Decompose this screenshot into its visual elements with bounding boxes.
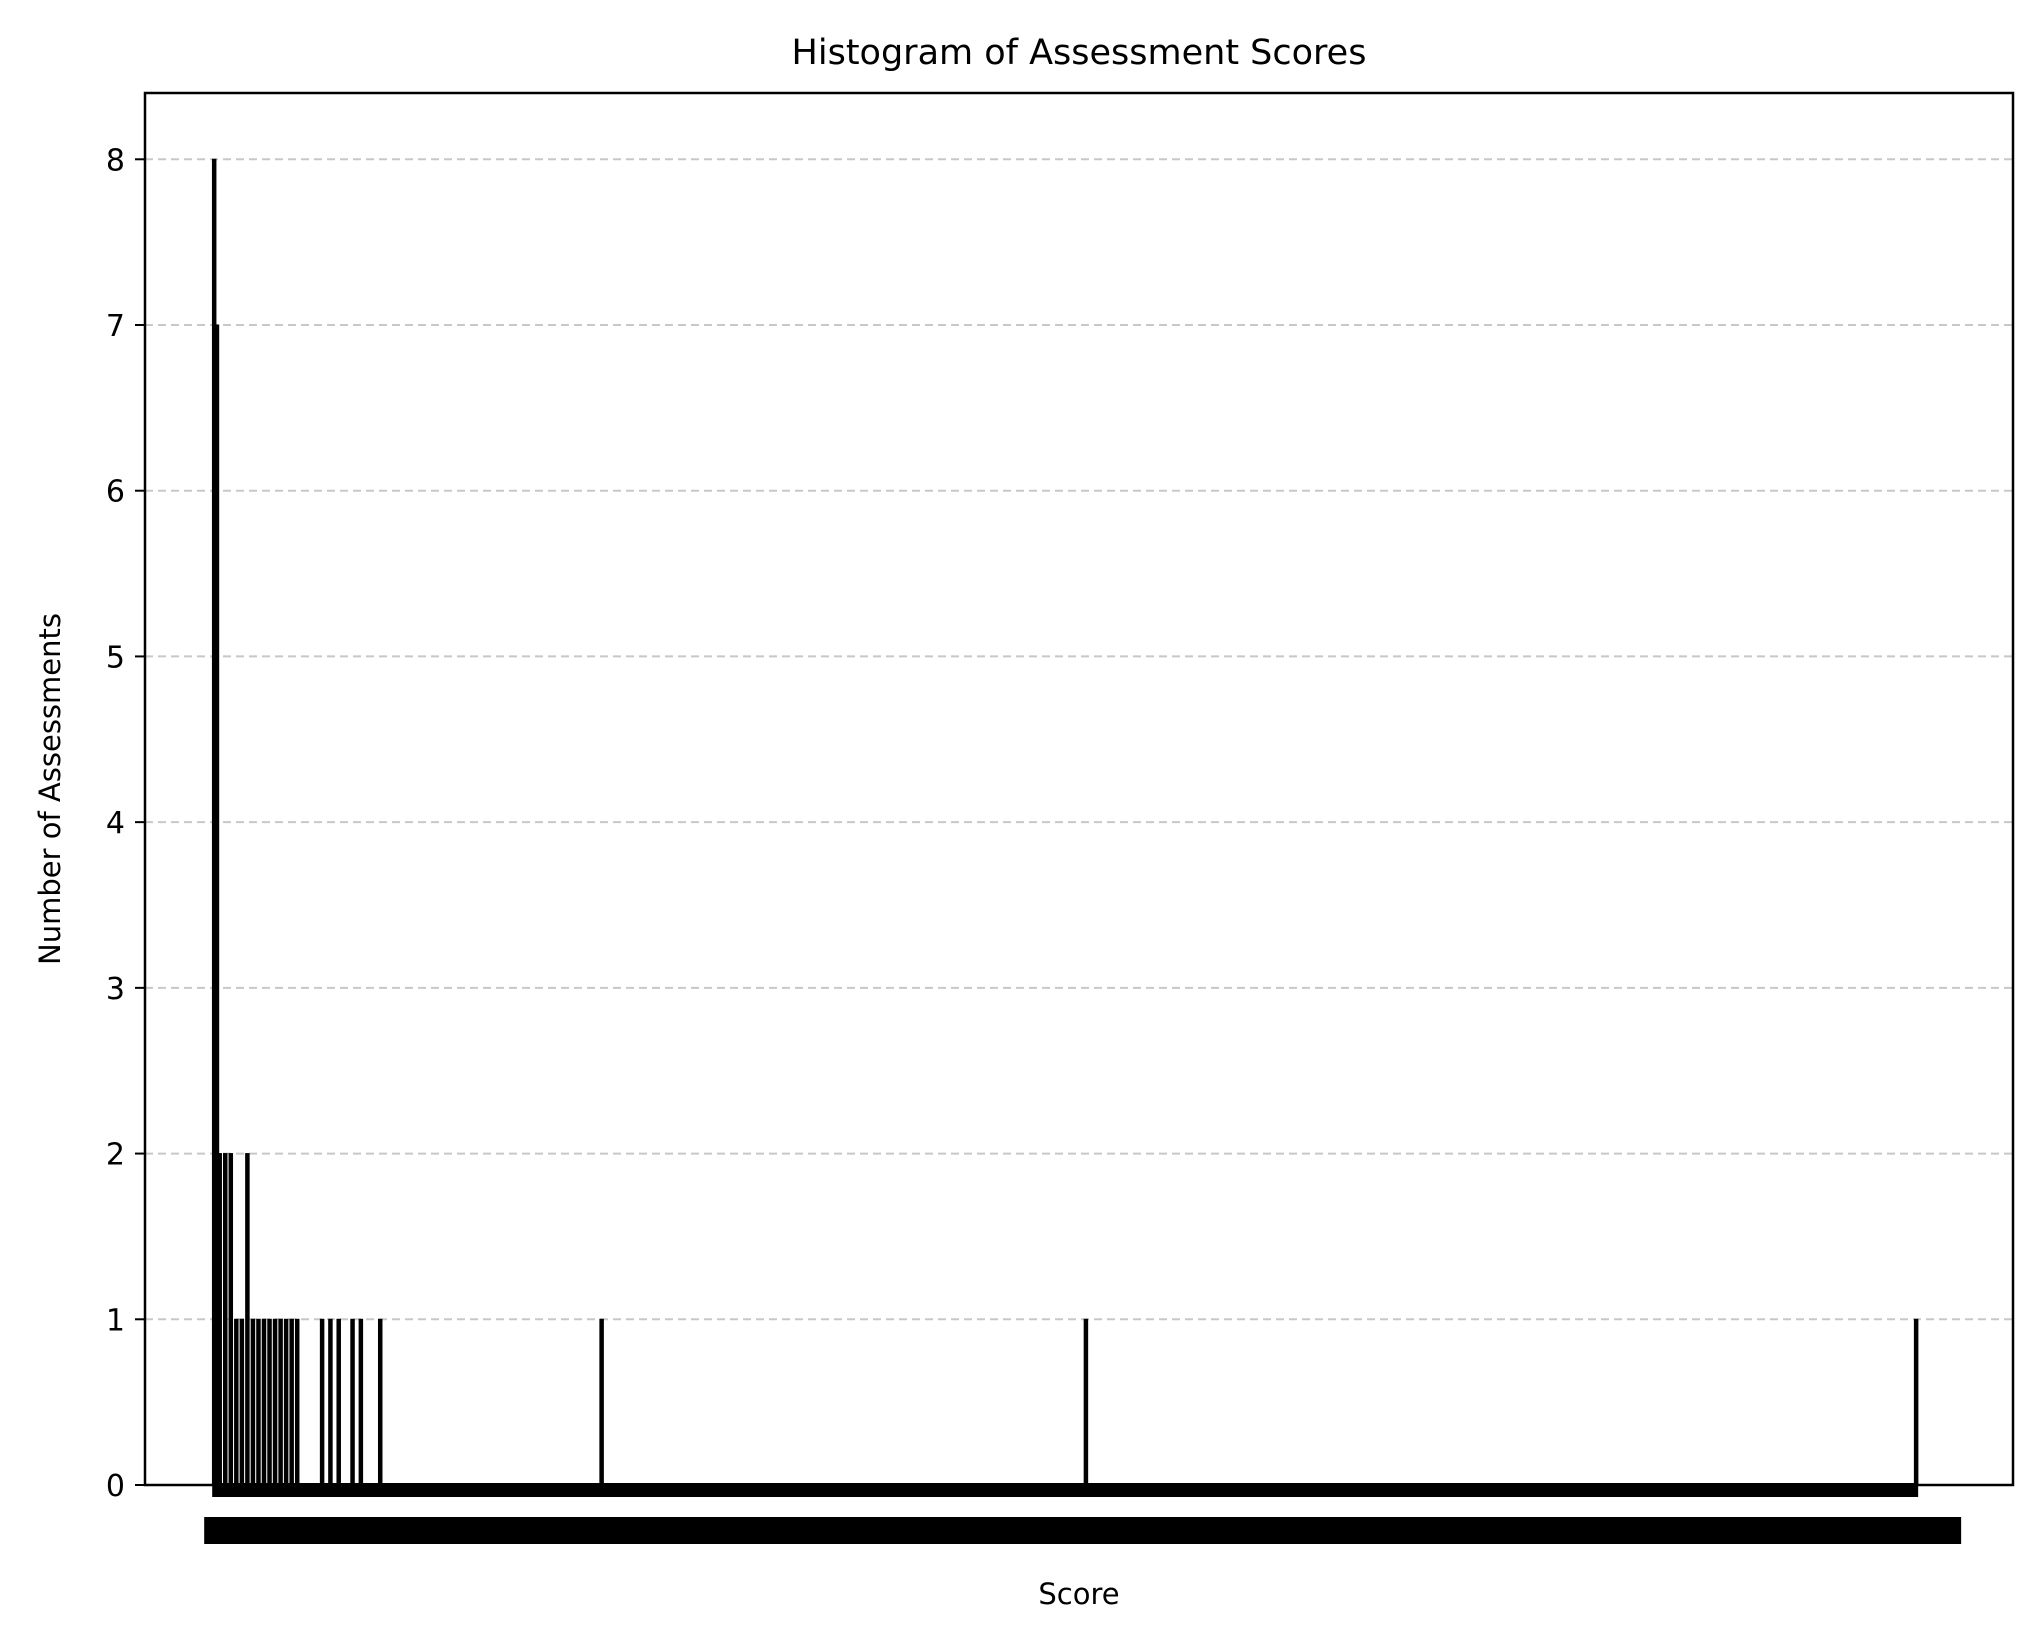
histogram-bar [319, 1318, 325, 1486]
histogram-bar [267, 1318, 272, 1486]
y-tick-label: 3 [106, 972, 125, 1007]
histogram-bar [328, 1318, 333, 1486]
plot-frame [143, 91, 2015, 1487]
y-tick-label: 0 [106, 1469, 125, 1504]
y-tick-label: 4 [106, 806, 125, 841]
y-tick-label: 7 [106, 309, 125, 344]
histogram-bar [1913, 1318, 1919, 1486]
histogram-bar [256, 1318, 261, 1486]
histogram-bar [377, 1318, 383, 1486]
histogram-bar [272, 1318, 278, 1486]
x-axis-label: Score [1038, 1577, 1119, 1611]
histogram-bar [283, 1318, 289, 1486]
histogram-bar [599, 1318, 604, 1486]
histogram-bar [358, 1318, 364, 1486]
histogram-bar [1083, 1318, 1089, 1486]
bar-layer [211, 158, 1919, 1497]
histogram-bar [289, 1318, 294, 1486]
y-tick-label: 1 [106, 1303, 125, 1338]
histogram-bar [223, 1153, 228, 1486]
histogram-bar [336, 1318, 341, 1486]
y-tick-label: 2 [106, 1138, 125, 1173]
histogram-bar [350, 1318, 355, 1486]
chart-title: Histogram of Assessment Scores [792, 33, 1367, 73]
histogram-bar [239, 1318, 245, 1486]
zero-bin-edge-band [212, 1483, 1919, 1497]
y-tick-label: 8 [106, 143, 125, 178]
histogram-bar [234, 1318, 239, 1486]
histogram-bar [250, 1318, 256, 1486]
histogram-bar [217, 1153, 222, 1486]
x-tick-labels-overlap-band [204, 1517, 1962, 1544]
x-axis-ticks [204, 1517, 1962, 1544]
y-tick-label: 5 [106, 640, 125, 675]
y-axis-ticks: 0 1 2 3 4 5 6 7 8 [106, 143, 145, 1504]
y-tick-label: 6 [106, 475, 125, 510]
y-axis-label: Number of Assessments [33, 613, 67, 965]
histogram-bar [261, 1318, 267, 1486]
histogram-bar [245, 1153, 250, 1486]
histogram-bar [228, 1153, 234, 1486]
histogram-bar [294, 1318, 300, 1486]
histogram-bar [278, 1318, 283, 1486]
